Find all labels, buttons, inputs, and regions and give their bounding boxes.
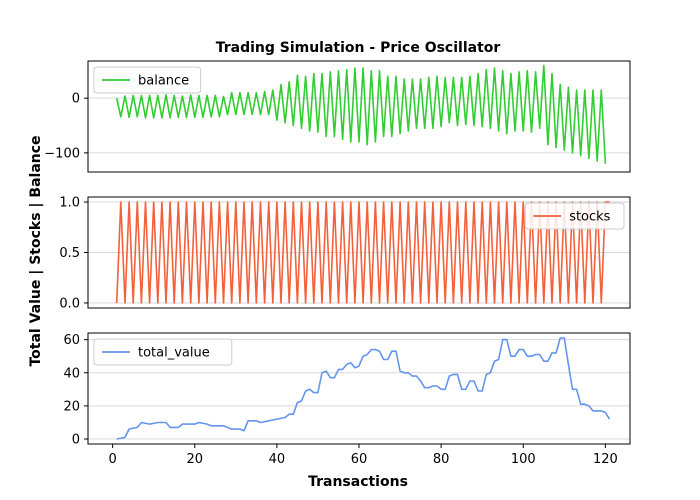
- x-axis: 0 20 40 60 80 100 120: [108, 444, 618, 467]
- y-tick-label: 40: [63, 366, 80, 381]
- x-tick-label: 0: [108, 452, 116, 467]
- y-tick-label: 0: [72, 433, 80, 448]
- legend-label: total_value: [138, 346, 210, 361]
- y-tick-label: 0: [72, 92, 80, 107]
- series-line-total-value: [116, 337, 611, 440]
- legend-label: balance: [138, 74, 189, 89]
- legend-label: stocks: [569, 210, 610, 225]
- x-tick-label: 120: [593, 452, 618, 467]
- series-line-balance: [115, 64, 607, 164]
- x-tick-label: 20: [186, 452, 203, 467]
- legend-box: [93, 66, 202, 94]
- legend: total_value: [93, 338, 233, 366]
- chart-title: Trading Simulation - Price Oscillator: [216, 40, 501, 56]
- legend: balance: [93, 66, 202, 94]
- panel-total-value: 0 20 40 60 total_value: [63, 332, 631, 448]
- panel-stocks: 0.0 0.5 1.0 stocks: [59, 196, 631, 311]
- x-tick-label: 40: [269, 452, 286, 467]
- y-tick-label: 20: [63, 399, 80, 414]
- chart-panels: 0 −100 balance 0.0 0.5 1.0 stocks 0 20 40 60 total_…: [44, 60, 631, 467]
- y-tick-label: 1.0: [59, 196, 80, 211]
- plot-frame: [87, 196, 631, 309]
- y-tick-label: 0.0: [59, 296, 80, 311]
- legend: stocks: [524, 202, 625, 230]
- panel-balance: 0 −100 balance: [44, 60, 631, 173]
- legend-box: [93, 338, 233, 366]
- x-axis-label: Transactions: [308, 474, 408, 490]
- x-tick-label: 100: [511, 452, 536, 467]
- legend-box: [524, 202, 625, 230]
- x-tick-label: 80: [433, 452, 450, 467]
- y-tick-label: −100: [44, 146, 80, 161]
- y-axis-label: Total Value | Stocks | Balance: [28, 135, 44, 366]
- plot-frame: [87, 60, 631, 173]
- x-tick-label: 60: [351, 452, 368, 467]
- y-tick-label: 60: [63, 333, 80, 348]
- series-line-stocks: [115, 201, 610, 304]
- y-tick-label: 0.5: [59, 246, 80, 261]
